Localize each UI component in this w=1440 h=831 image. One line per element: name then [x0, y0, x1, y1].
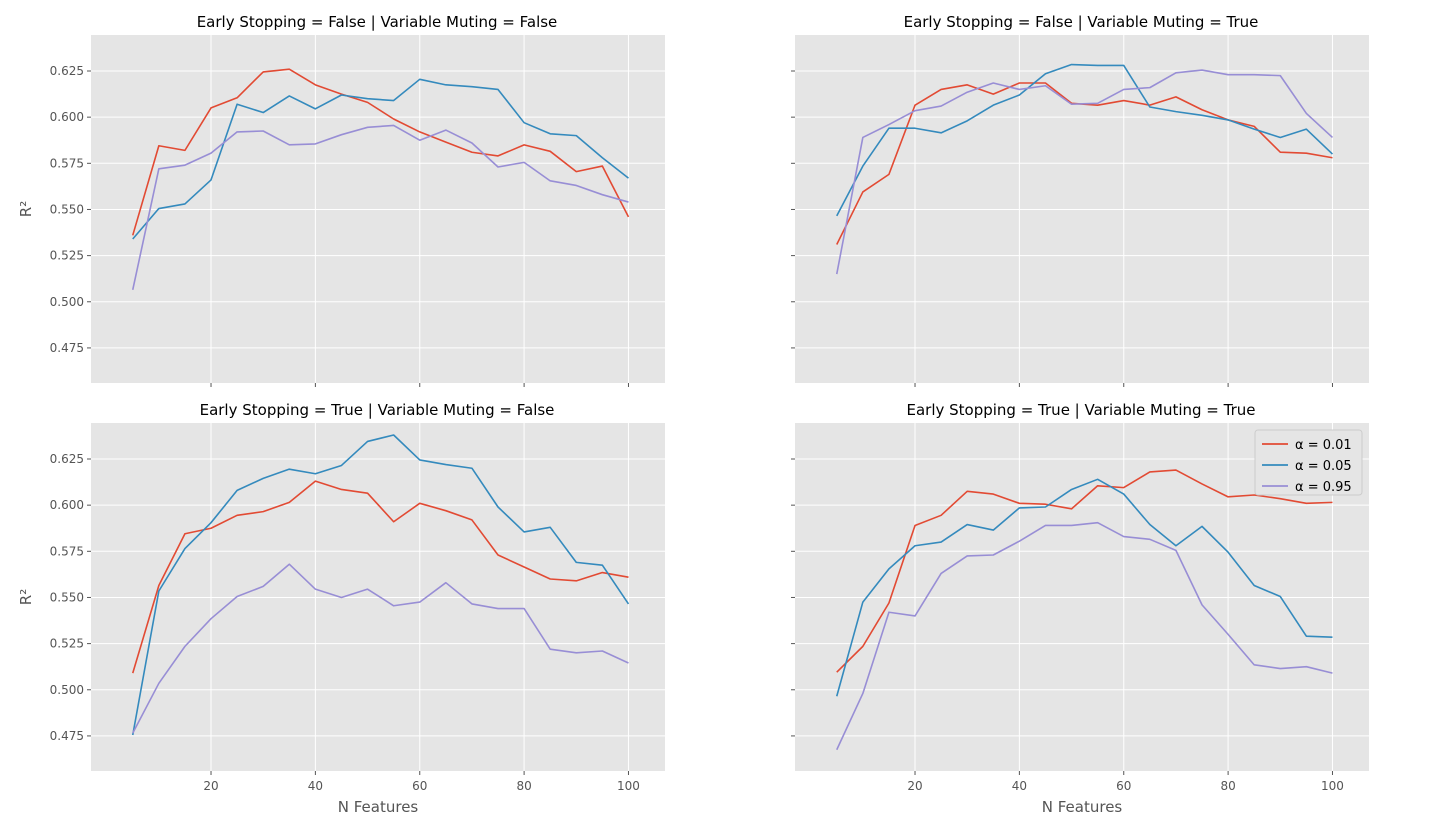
- x-tick-label: 60: [412, 779, 427, 793]
- y-tick-label: 0.500: [50, 295, 84, 309]
- series-line-1: [836, 469, 1333, 673]
- series-line-1: [131, 68, 630, 236]
- y-tick-label: 0.475: [50, 729, 84, 743]
- panel-bottom-right: Early Stopping = True | Variable Muting …: [791, 401, 1369, 816]
- panel-top-left: Early Stopping = False | Variable Muting…: [17, 13, 665, 387]
- x-tick-label: 40: [308, 779, 323, 793]
- y-tick-label: 0.600: [50, 110, 84, 124]
- x-axis-label: N Features: [338, 798, 419, 816]
- y-tick-label: 0.575: [50, 544, 84, 558]
- panel-title: Early Stopping = False | Variable Muting…: [197, 13, 558, 31]
- legend-label: α = 0.95: [1295, 480, 1352, 495]
- series-line-1: [131, 480, 629, 674]
- legend-label: α = 0.05: [1295, 459, 1352, 474]
- legend-label: α = 0.01: [1295, 438, 1352, 453]
- series-line-3: [131, 124, 629, 290]
- y-axis-label: R²: [17, 589, 35, 605]
- y-tick-label: 0.475: [50, 341, 84, 355]
- x-tick-label: 80: [1220, 779, 1235, 793]
- panel-title: Early Stopping = False | Variable Muting…: [904, 13, 1259, 31]
- x-tick-label: 80: [516, 779, 531, 793]
- panel-title: Early Stopping = True | Variable Muting …: [906, 401, 1255, 419]
- panel-title: Early Stopping = True | Variable Muting …: [200, 401, 555, 419]
- y-tick-label: 0.550: [50, 590, 84, 604]
- series-line-2: [836, 63, 1334, 217]
- y-axis-label: R²: [17, 201, 35, 217]
- x-tick-label: 40: [1012, 779, 1027, 793]
- y-tick-label: 0.625: [50, 64, 84, 78]
- panel-top-right: Early Stopping = False | Variable Muting…: [791, 13, 1369, 387]
- y-tick-label: 0.600: [50, 498, 84, 512]
- series-line-2: [835, 478, 1333, 697]
- y-tick-label: 0.500: [50, 683, 84, 697]
- series-line-2: [132, 78, 629, 240]
- y-tick-label: 0.525: [50, 249, 84, 263]
- series-line-2: [131, 434, 630, 736]
- y-tick-label: 0.625: [50, 452, 84, 466]
- series-line-3: [836, 521, 1333, 751]
- x-tick-label: 100: [1321, 779, 1344, 793]
- legend-box: [1254, 429, 1363, 496]
- panel-bottom-left: Early Stopping = True | Variable Muting …: [17, 401, 665, 816]
- y-tick-label: 0.550: [50, 202, 84, 216]
- x-tick-label: 60: [1116, 779, 1131, 793]
- x-tick-label: 20: [907, 779, 922, 793]
- series-line-3: [132, 563, 629, 734]
- x-tick-label: 20: [203, 779, 218, 793]
- y-tick-label: 0.525: [50, 637, 84, 651]
- y-tick-label: 0.575: [50, 156, 84, 170]
- x-tick-label: 100: [617, 779, 640, 793]
- x-axis-label: N Features: [1042, 798, 1123, 816]
- legend: α = 0.01 α = 0.05 α = 0.95: [1254, 429, 1363, 496]
- series-line-3: [835, 69, 1334, 275]
